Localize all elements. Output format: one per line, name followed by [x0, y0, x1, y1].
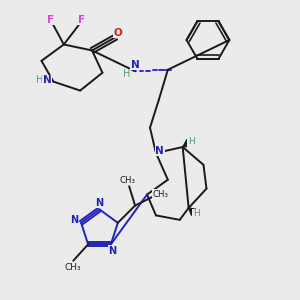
- Text: N: N: [108, 246, 116, 256]
- Text: F: F: [47, 15, 55, 25]
- Text: N: N: [131, 60, 140, 70]
- Text: N: N: [95, 198, 104, 208]
- Text: F: F: [78, 15, 85, 25]
- Polygon shape: [189, 208, 196, 215]
- Text: H: H: [122, 69, 130, 79]
- Text: H: H: [193, 209, 200, 218]
- Text: N: N: [70, 215, 79, 225]
- Text: CH₃: CH₃: [120, 176, 136, 185]
- Text: N: N: [155, 146, 164, 156]
- Text: H: H: [36, 75, 44, 85]
- Text: N: N: [43, 75, 52, 85]
- Polygon shape: [183, 140, 191, 147]
- Text: CH₃: CH₃: [64, 263, 81, 272]
- Text: H: H: [188, 137, 194, 146]
- Text: O: O: [114, 28, 123, 38]
- Text: CH₃: CH₃: [152, 190, 168, 199]
